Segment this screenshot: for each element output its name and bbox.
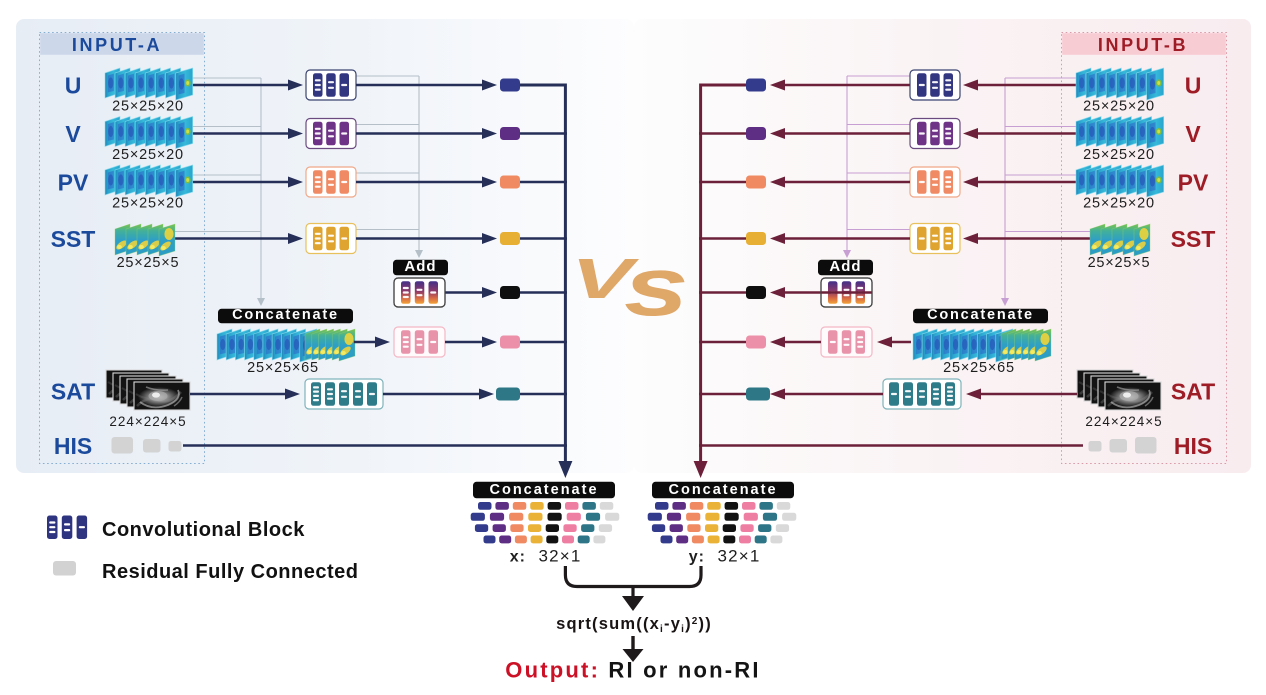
svg-text:25×25×20: 25×25×20 bbox=[1083, 99, 1155, 115]
svg-text:PV: PV bbox=[58, 170, 89, 196]
svg-text:25×25×5: 25×25×5 bbox=[1088, 255, 1151, 271]
svg-text:x:: x: bbox=[510, 549, 526, 566]
svg-text:s: s bbox=[624, 239, 688, 333]
svg-text:V: V bbox=[1185, 121, 1201, 147]
svg-text:25×25×20: 25×25×20 bbox=[112, 99, 184, 115]
svg-text:INPUT-B: INPUT-B bbox=[1098, 35, 1188, 55]
svg-text:SST: SST bbox=[1171, 226, 1216, 252]
svg-text:Concatenate: Concatenate bbox=[668, 482, 777, 498]
svg-text:25×25×20: 25×25×20 bbox=[112, 147, 184, 163]
svg-text:U: U bbox=[1185, 73, 1202, 99]
svg-text:25×25×20: 25×25×20 bbox=[112, 196, 184, 212]
svg-text:32×1: 32×1 bbox=[538, 547, 581, 566]
svg-text:V: V bbox=[65, 121, 81, 147]
svg-text:SAT: SAT bbox=[1171, 379, 1215, 405]
svg-text:Concatenate: Concatenate bbox=[927, 307, 1034, 323]
svg-text:HIS: HIS bbox=[1174, 433, 1212, 459]
svg-text:Concatenate: Concatenate bbox=[232, 307, 339, 323]
svg-text:25×25×5: 25×25×5 bbox=[117, 255, 180, 271]
svg-text:y:: y: bbox=[689, 549, 705, 566]
svg-text:INPUT-A: INPUT-A bbox=[72, 35, 162, 55]
svg-text:Concatenate: Concatenate bbox=[489, 482, 598, 498]
svg-text:V: V bbox=[571, 247, 640, 310]
svg-text:Add: Add bbox=[829, 258, 861, 275]
svg-text:25×25×20: 25×25×20 bbox=[1083, 147, 1155, 163]
svg-text:PV: PV bbox=[1178, 170, 1209, 196]
svg-text:25×25×65: 25×25×65 bbox=[247, 360, 319, 376]
svg-text:25×25×20: 25×25×20 bbox=[1083, 196, 1155, 212]
svg-text:U: U bbox=[65, 73, 82, 99]
svg-text:224×224×5: 224×224×5 bbox=[109, 414, 186, 429]
svg-text:Add: Add bbox=[404, 258, 436, 275]
svg-text:32×1: 32×1 bbox=[717, 547, 760, 566]
svg-text:224×224×5: 224×224×5 bbox=[1085, 414, 1162, 429]
svg-text:SST: SST bbox=[51, 226, 96, 252]
svg-text:25×25×65: 25×25×65 bbox=[943, 360, 1015, 376]
svg-text:SAT: SAT bbox=[51, 379, 95, 405]
svg-text:HIS: HIS bbox=[54, 433, 92, 459]
svg-text:Residual Fully Connected: Residual Fully Connected bbox=[102, 561, 358, 583]
svg-text:Output: RI or non-RI: Output: RI or non-RI bbox=[505, 658, 760, 683]
svg-text:sqrt(sum((xi-yi)2)): sqrt(sum((xi-yi)2)) bbox=[556, 615, 712, 635]
svg-text:Convolutional Block: Convolutional Block bbox=[102, 519, 305, 541]
